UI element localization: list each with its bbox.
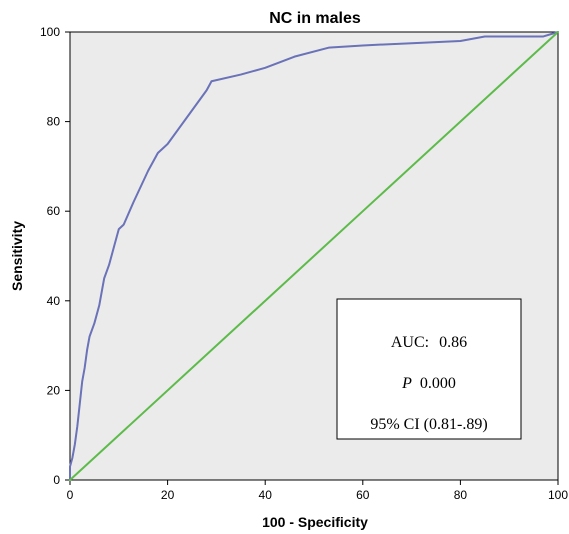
p-label: P	[401, 375, 412, 392]
y-tick-label: 20	[47, 383, 61, 397]
auc-label: AUC:	[391, 334, 429, 351]
y-axis: 0 20 40 60 80 100	[40, 25, 70, 487]
x-tick-label: 100	[548, 488, 568, 502]
auc-line: AUC: 0.86	[391, 334, 467, 351]
y-tick-label: 0	[53, 473, 60, 487]
x-axis: 0 20 40 60 80 100	[67, 480, 568, 502]
stats-box-frame	[336, 298, 522, 440]
plot-lines	[69, 31, 559, 481]
y-tick-label: 40	[47, 294, 61, 308]
x-tick-label: 80	[454, 488, 468, 502]
auc-value: 0.86	[439, 334, 467, 351]
x-tick-label: 60	[356, 488, 370, 502]
roc-curve	[69, 31, 559, 481]
reference-line	[69, 31, 559, 481]
x-tick-label: 40	[259, 488, 273, 502]
stats-box: AUC: 0.86 P 0.000 95% CI (0.81-.89)	[336, 298, 522, 440]
chart-title: NC in males	[269, 10, 361, 27]
y-axis-label: Sensitivity	[9, 221, 25, 291]
y-tick-label: 100	[40, 25, 60, 39]
p-value: 0.000	[420, 375, 456, 392]
ci-line: 95% CI (0.81-.89)	[370, 416, 487, 433]
x-tick-label: 20	[161, 488, 175, 502]
x-tick-label: 0	[67, 488, 74, 502]
y-tick-label: 60	[47, 204, 61, 218]
p-line: P 0.000	[401, 375, 456, 392]
y-tick-label: 80	[47, 115, 61, 129]
x-axis-label: 100 - Specificity	[262, 514, 368, 530]
